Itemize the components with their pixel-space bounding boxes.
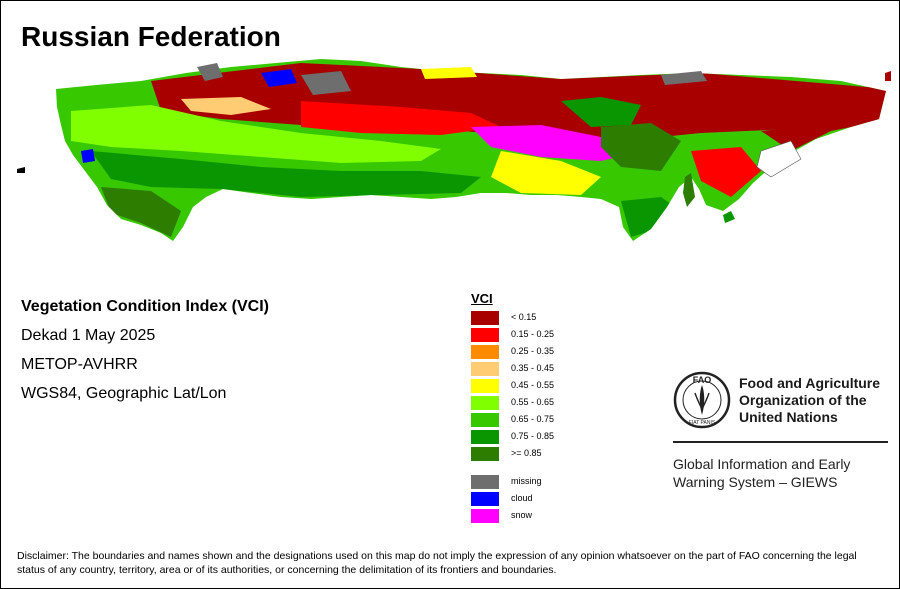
legend-label: 0.15 - 0.25 <box>511 329 555 339</box>
legend-swatch <box>471 413 499 427</box>
legend-title: VCI <box>471 291 493 306</box>
map-info: Vegetation Condition Index (VCI) Dekad 1… <box>21 297 269 413</box>
island <box>885 71 891 81</box>
vci-map <box>17 59 891 241</box>
organization-name-line: Food and Agriculture <box>739 375 881 391</box>
fao-logo-icon: FAO FIAT PANIS <box>673 371 731 429</box>
legend-label: >= 0.85 <box>511 448 542 458</box>
legend-label: < 0.15 <box>511 312 537 322</box>
system-name: Global Information and Early Warning Sys… <box>673 455 850 491</box>
legend-label: missing <box>511 476 542 486</box>
legend-label: 0.75 - 0.85 <box>511 431 555 441</box>
map-title: Russian Federation <box>21 21 281 52</box>
sakhalin-island <box>683 173 695 207</box>
organization-name: Food and Agriculture Organization of the… <box>739 375 880 426</box>
legend-swatch <box>471 430 499 444</box>
legend-swatch-special <box>471 492 499 506</box>
disclaimer: Disclaimer: The boundaries and names sho… <box>17 550 857 576</box>
period-label: Dekad 1 May 2025 <box>21 327 156 344</box>
legend-swatch <box>471 328 499 342</box>
projection-label: WGS84, Geographic Lat/Lon <box>21 385 227 402</box>
legend-swatch <box>471 396 499 410</box>
legend-swatch-special <box>471 475 499 489</box>
organization-name-line: Organization of the <box>739 392 867 408</box>
system-name-line: Global Information and Early <box>673 456 851 472</box>
legend-label: 0.45 - 0.55 <box>511 380 555 390</box>
island <box>723 211 735 223</box>
fao-logo-text: FAO <box>693 375 712 385</box>
vci-land-area <box>56 59 886 241</box>
legend-swatch <box>471 379 499 393</box>
legend-swatch <box>471 362 499 376</box>
legend-label: cloud <box>511 493 533 503</box>
legend-swatch-special <box>471 509 499 523</box>
island <box>17 167 25 173</box>
kamchatka-area <box>756 140 802 178</box>
legend-swatch <box>471 447 499 461</box>
legend-label: snow <box>511 510 533 520</box>
divider <box>673 441 888 443</box>
legend-label: 0.35 - 0.45 <box>511 363 555 373</box>
fao-logo-motto: FIAT PANIS <box>689 420 716 426</box>
legend-swatch <box>471 311 499 325</box>
legend-label: 0.25 - 0.35 <box>511 346 555 356</box>
sensor-label: METOP-AVHRR <box>21 356 138 373</box>
system-name-line: Warning System – GIEWS <box>673 474 838 490</box>
legend-label: 0.55 - 0.65 <box>511 397 555 407</box>
legend-swatch <box>471 345 499 359</box>
index-name: Vegetation Condition Index (VCI) <box>21 298 269 315</box>
organization-name-line: United Nations <box>739 409 838 425</box>
legend-label: 0.65 - 0.75 <box>511 414 555 424</box>
